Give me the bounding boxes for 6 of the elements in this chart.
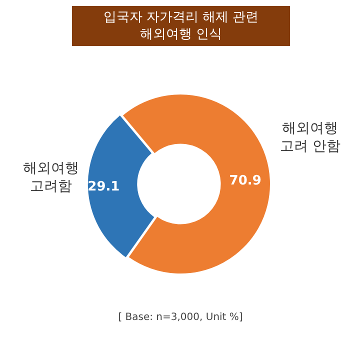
slice-label: 해외여행 고려 안함	[280, 120, 340, 155]
chart-title: 입국자 자가격리 해제 관련 해외여행 인식	[72, 6, 290, 46]
text: [ Base: n=3,000, Unit %]	[117, 312, 244, 323]
data-label: 29.1	[88, 180, 120, 195]
data-label: 70.9	[229, 174, 262, 189]
slice-label: 해외여행 고려함	[23, 160, 79, 195]
